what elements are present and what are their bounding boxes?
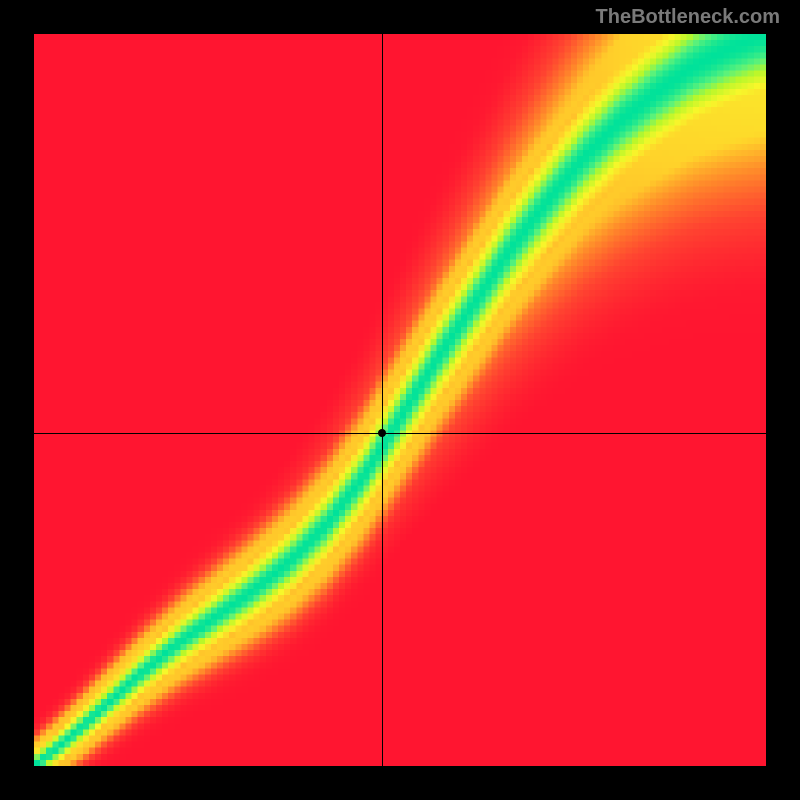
bottleneck-heatmap (34, 34, 766, 766)
crosshair-marker (378, 429, 386, 437)
crosshair-vertical (382, 34, 383, 766)
crosshair-horizontal (34, 433, 766, 434)
chart-container: { "meta": { "watermark": "TheBottleneck.… (0, 0, 800, 800)
watermark-text: TheBottleneck.com (596, 6, 780, 29)
